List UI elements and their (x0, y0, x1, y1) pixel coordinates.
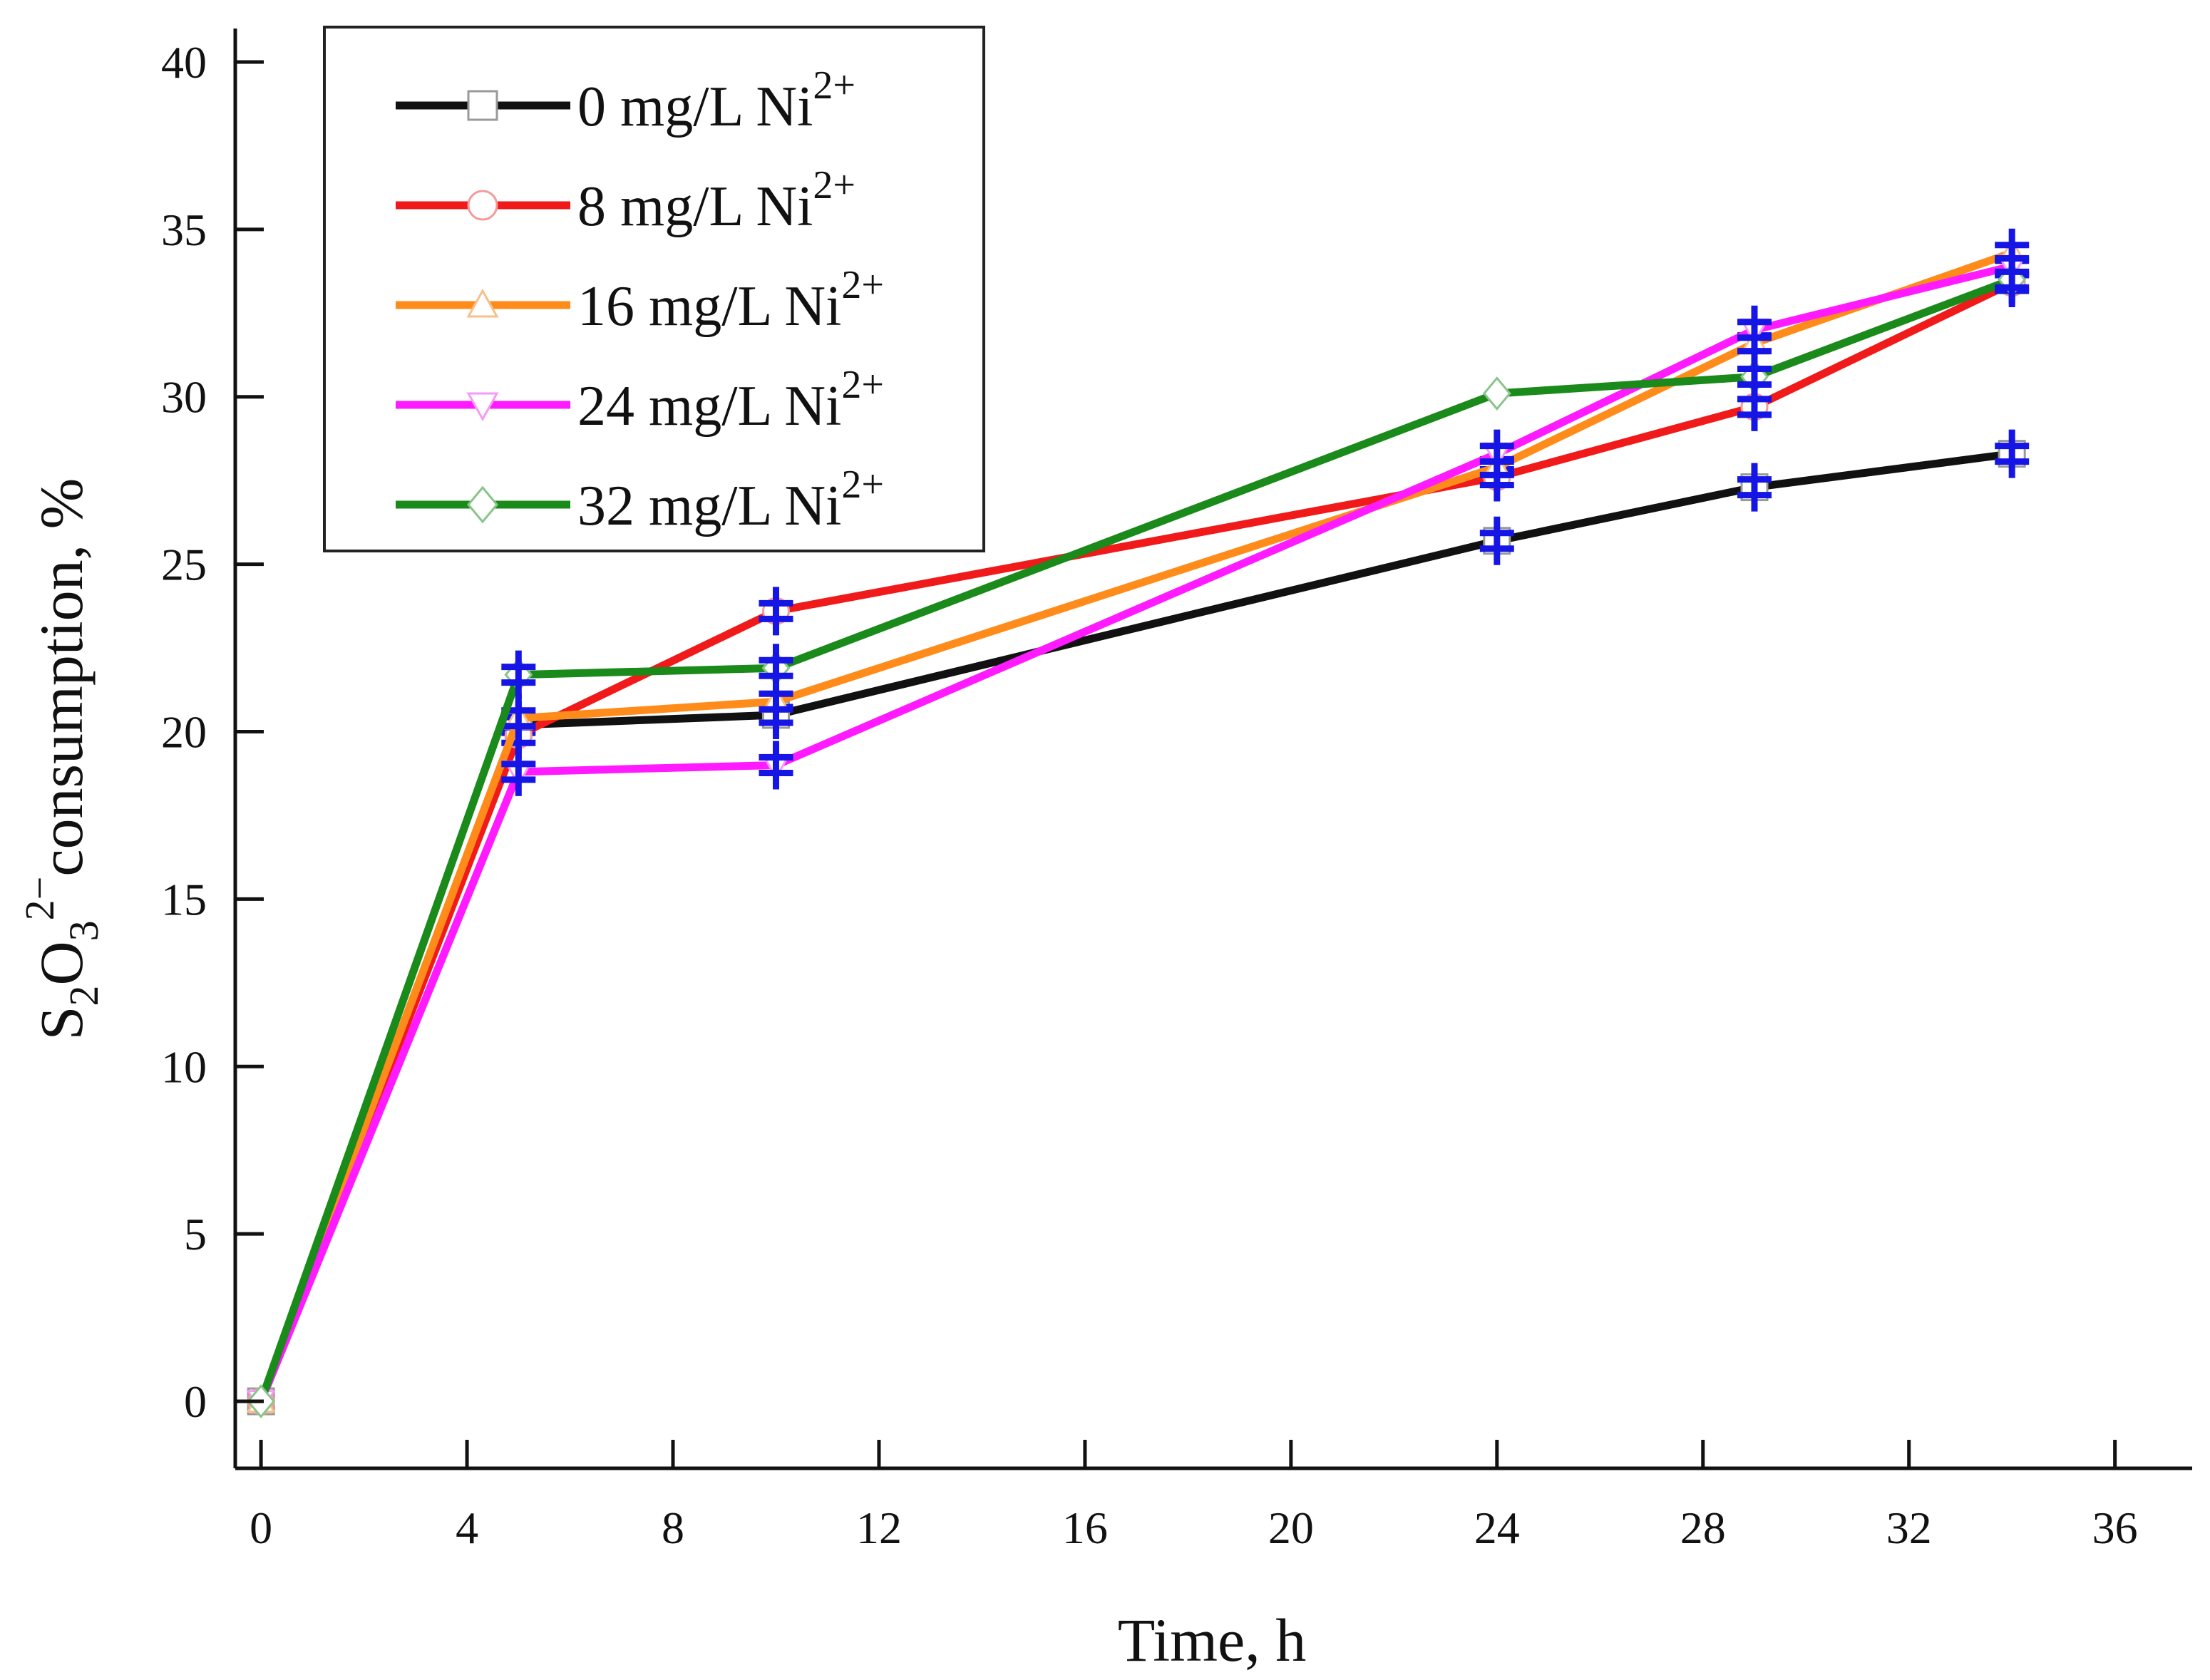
legend-label: 0 mg/L Ni2+ (577, 63, 855, 138)
y-axis-title: S2O32−consumption, % (16, 478, 107, 1041)
legend-item: 32 mg/L Ni2+ (396, 463, 884, 537)
x-tick-label: 24 (1474, 1503, 1520, 1553)
y-tick-label: 25 (161, 540, 207, 590)
legend-item: 16 mg/L Ni2+ (396, 263, 884, 338)
x-tick-label: 12 (856, 1503, 902, 1553)
legend-label: 8 mg/L Ni2+ (577, 163, 855, 238)
series-32-mg-l-ni (247, 255, 2030, 1418)
y-tick-label: 20 (161, 707, 207, 758)
legend: 0 mg/L Ni2+ 8 mg/L Ni2+ 16 mg/L Ni2+ 24 mg/… (323, 26, 985, 552)
legend-item: 8 mg/L Ni2+ (396, 163, 855, 238)
y-axis-title-part: consumption, % (27, 478, 96, 877)
x-tick-label: 0 (250, 1503, 272, 1553)
legend-item: 24 mg/L Ni2+ (396, 363, 884, 438)
legend-marker (467, 485, 498, 524)
plot-area (246, 228, 2030, 1418)
x-tick-label: 4 (456, 1503, 478, 1553)
legend-box (323, 26, 985, 552)
legend-label: 32 mg/L Ni2+ (577, 463, 884, 537)
axes: 0 4 8 12 16 20 24 28 32 36 0 5 10 15 20 25 30 35 40 (161, 29, 2192, 1553)
series-line (257, 249, 2013, 1403)
x-tick-label: 32 (1886, 1503, 1932, 1553)
y-axis-title-part: O (27, 941, 96, 985)
y-tick-label: 40 (161, 37, 207, 88)
legend-label: 24 mg/L Ni2+ (577, 363, 884, 438)
data-point (1482, 376, 1511, 411)
series-line (257, 276, 2014, 1403)
legend-label: 16 mg/L Ni2+ (577, 263, 884, 338)
x-tick-label: 20 (1268, 1503, 1314, 1553)
legend-marker (466, 392, 499, 422)
y-axis-title-part: S (27, 1006, 96, 1040)
y-axis-title-part: 2 (61, 985, 107, 1006)
x-tick-label: 36 (2092, 1503, 2138, 1553)
y-tick-label: 10 (161, 1041, 207, 1092)
series-line (257, 279, 2014, 1403)
series-line (257, 262, 2013, 1403)
x-tick-label: 28 (1680, 1503, 1726, 1553)
x-tick-label: 16 (1062, 1503, 1108, 1553)
y-tick-label: 35 (161, 205, 207, 255)
legend-marker (467, 190, 498, 221)
legend-marker (467, 90, 498, 121)
y-tick-label: 5 (184, 1209, 207, 1259)
legend-item: 0 mg/L Ni2+ (396, 63, 855, 138)
y-axis-title-part: 2− (16, 877, 63, 921)
y-axis-title-part: 3 (61, 920, 107, 941)
x-tick-label: 8 (662, 1503, 684, 1553)
y-tick-label: 15 (161, 874, 207, 924)
x-axis-title: Time, h (1118, 1606, 1306, 1674)
y-tick-label: 0 (184, 1376, 207, 1427)
legend-marker (466, 288, 499, 318)
y-tick-label: 30 (161, 372, 207, 423)
